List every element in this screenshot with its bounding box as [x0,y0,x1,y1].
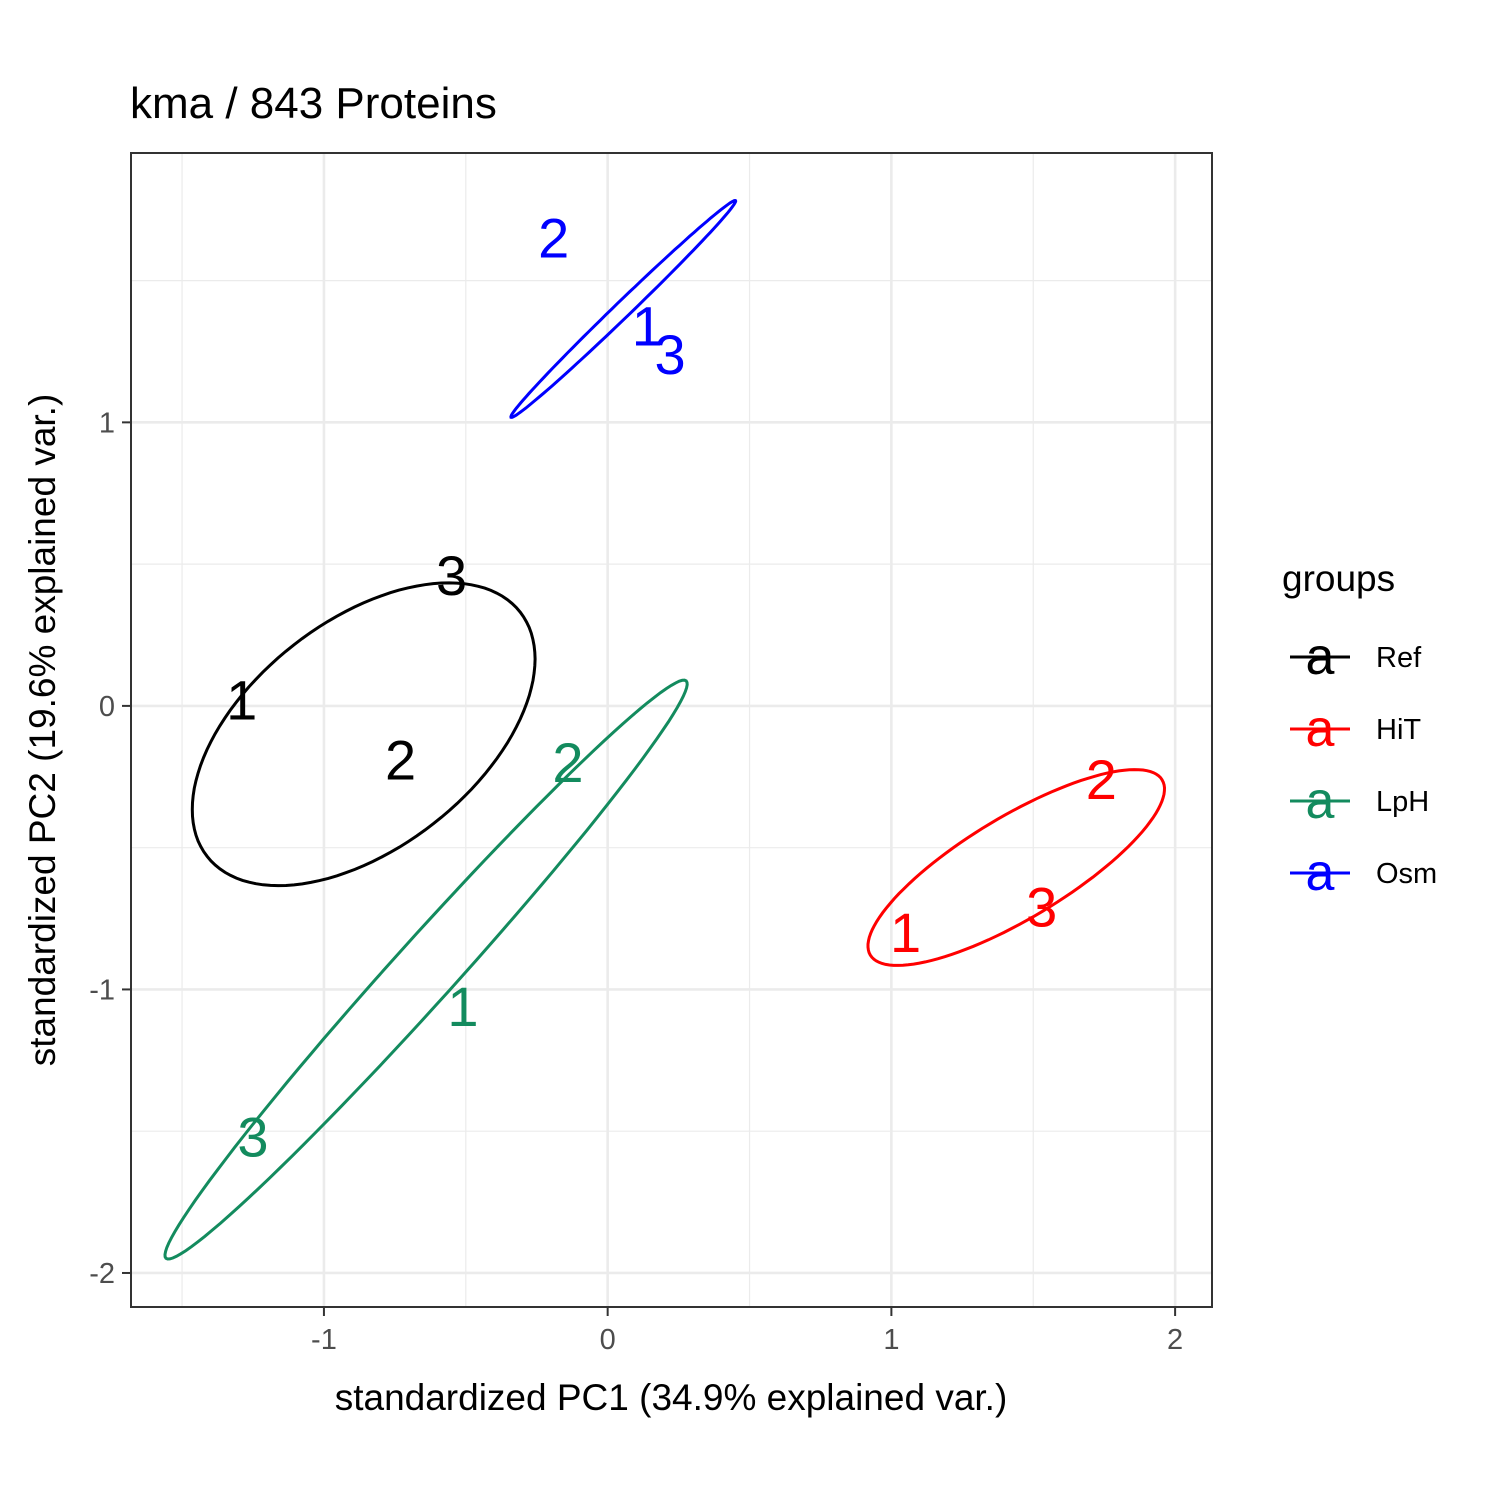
x-tick-label: 1 [883,1324,899,1356]
ellipse-osm [509,198,738,419]
y-axis-title: standardized PC2 (19.6% explained var.) [22,394,63,1067]
point-label-osm-1: 1 [632,294,663,357]
x-tick-label: 2 [1167,1324,1183,1356]
y-tick-label: 0 [99,691,115,723]
x-axis-title: standardized PC1 (34.9% explained var.) [335,1377,1008,1418]
y-axis: -2 -1 0 1 [89,407,131,1290]
y-tick-label: -1 [89,974,115,1006]
point-label-osm-3: 3 [655,323,686,386]
chart-title: kma / 843 Proteins [130,79,497,128]
point-label-osm-2: 2 [538,207,569,270]
panel-border [130,152,1213,1308]
x-tick-label: 0 [600,1324,616,1356]
y-tick-label: 1 [99,407,115,439]
point-label-ref-1: 1 [226,669,257,732]
point-label-hit-3: 3 [1026,876,1057,939]
point-label-lph-1: 1 [447,975,478,1038]
point-label-lph-3: 3 [237,1105,268,1168]
ellipse-hit [866,768,1167,967]
point-label-ref-2: 2 [385,728,416,791]
group-ellipses [163,198,1167,1261]
legend-label-hit: HiT [1376,714,1421,746]
legend-label-ref: Ref [1376,642,1422,674]
grid-lines [131,153,1212,1307]
point-label-ref-3: 3 [436,544,467,607]
panel-background [131,153,1212,1307]
point-label-hit-1: 1 [890,901,921,964]
legend-label-osm: Osm [1376,858,1437,890]
x-axis: -1 0 1 2 [311,1307,1183,1356]
legend-title: groups [1282,558,1395,599]
ellipse-lph [163,678,689,1261]
point-label-lph-2: 2 [552,731,583,794]
ellipse-ref [190,581,537,888]
legend-label-lph: LpH [1376,786,1429,818]
point-label-hit-2: 2 [1086,748,1117,811]
x-tick-label: -1 [311,1324,337,1356]
y-tick-label: -2 [89,1258,115,1290]
